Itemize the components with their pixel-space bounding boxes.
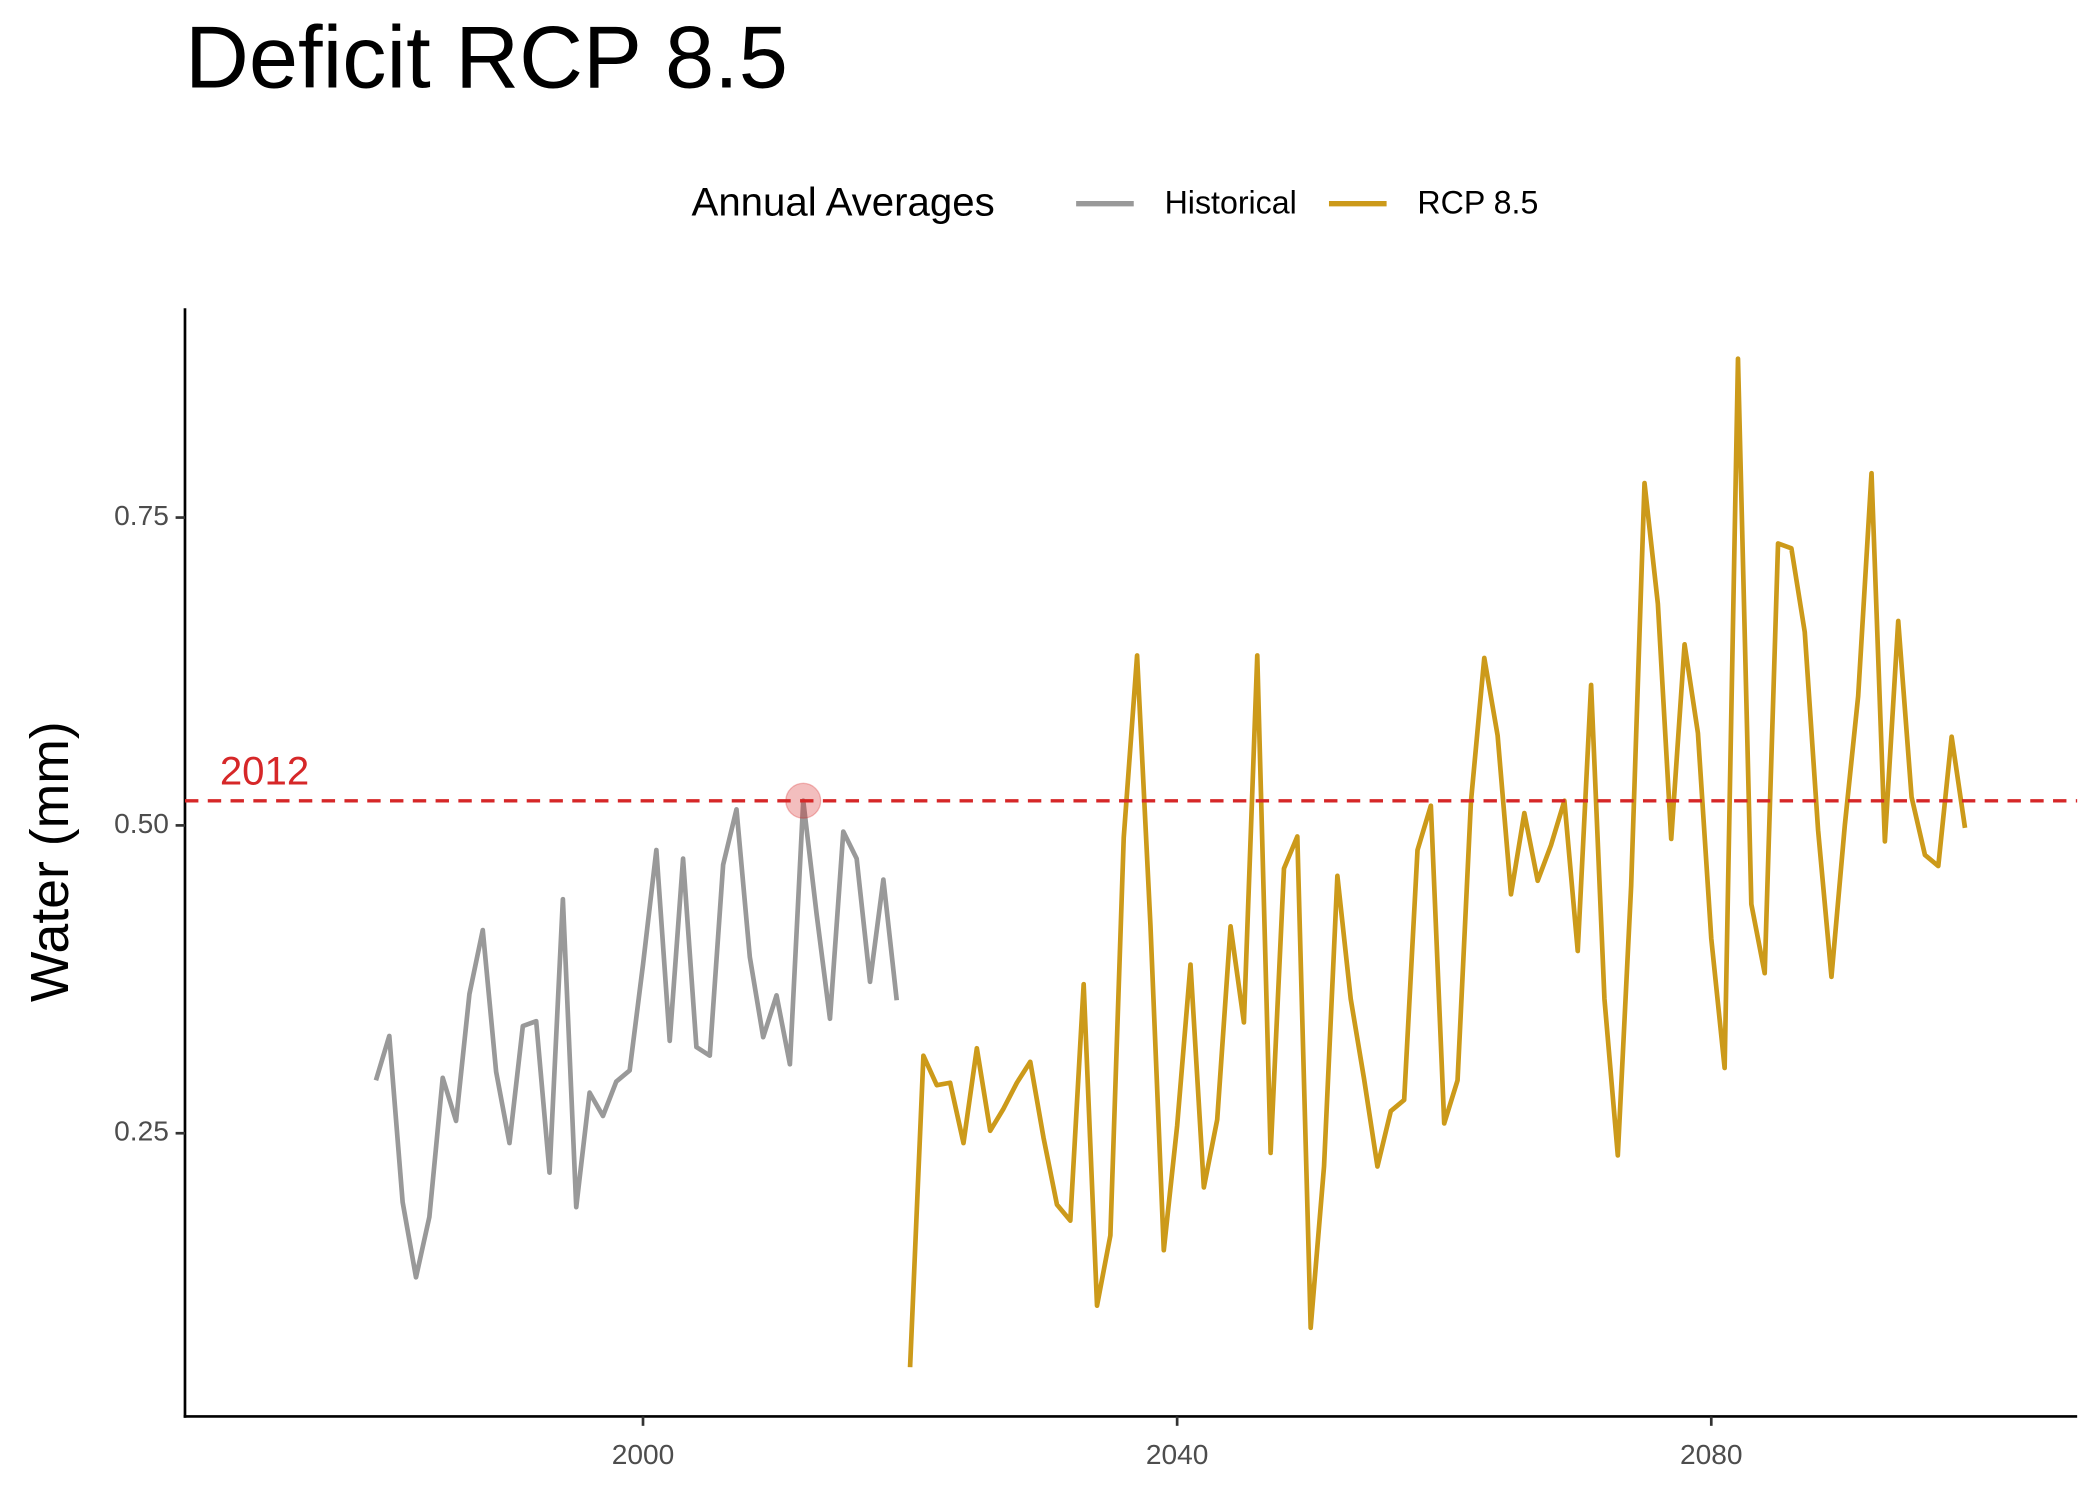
x-tick-label: 2000 bbox=[612, 1439, 675, 1470]
y-axis-label: Water (mm) bbox=[20, 721, 80, 1002]
legend-label: Historical bbox=[1165, 185, 1297, 221]
y-tick-label: 0.75 bbox=[114, 500, 169, 531]
x-tick-label: 2080 bbox=[1680, 1439, 1743, 1470]
legend-title: Annual Averages bbox=[692, 180, 995, 225]
x-tick-label: 2040 bbox=[1146, 1439, 1209, 1470]
series-line bbox=[373, 798, 900, 1280]
highlight-point bbox=[785, 782, 822, 819]
y-tick-label: 0.50 bbox=[114, 808, 169, 839]
reference-label: 2012 bbox=[220, 749, 309, 794]
series-line bbox=[907, 356, 1968, 1368]
y-tick-label: 0.25 bbox=[114, 1116, 169, 1147]
chart-title: Deficit RCP 8.5 bbox=[185, 8, 788, 107]
legend-label: RCP 8.5 bbox=[1417, 185, 1538, 221]
